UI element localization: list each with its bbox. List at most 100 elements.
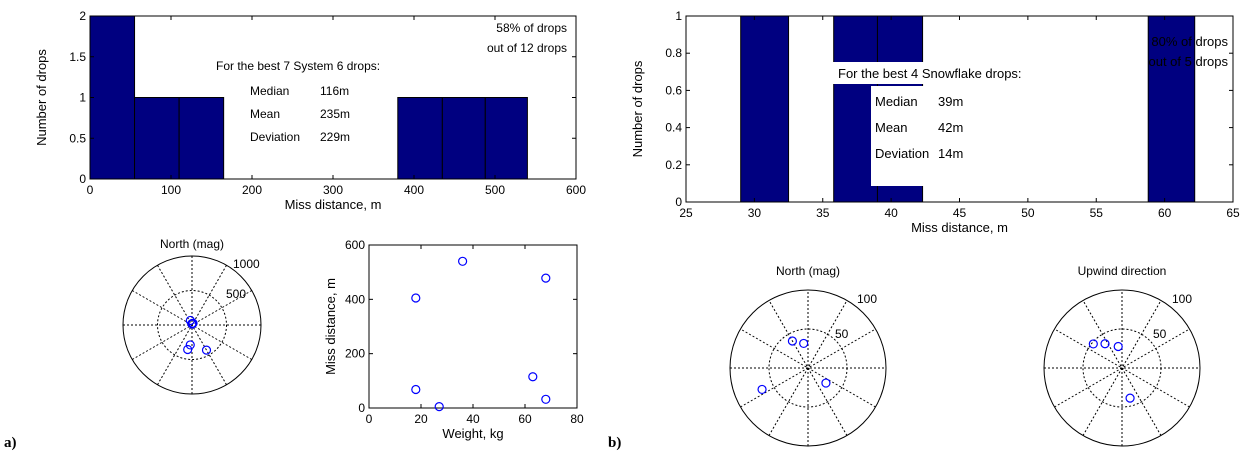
y-tick-label-3: 0.6 <box>665 83 682 97</box>
x-tick-label-3: 300 <box>323 183 343 197</box>
histogram-bar-4 <box>441 97 486 180</box>
polar-point-2 <box>757 384 767 395</box>
histogram-bar-0 <box>740 15 790 203</box>
polar-title: North (mag) <box>160 237 224 251</box>
x-tick-label-1: 100 <box>161 183 181 197</box>
scatter-point-6 <box>541 394 551 404</box>
polar-point-3 <box>188 318 198 328</box>
polar-point-3 <box>821 378 831 388</box>
scatter-point-3 <box>458 256 468 266</box>
x-tick-label-3: 60 <box>518 412 532 426</box>
x-tick-label-8: 65 <box>1226 206 1240 220</box>
y-tick-label-1: 0.5 <box>69 131 86 145</box>
y-tick-label-3: 600 <box>345 238 365 252</box>
y-tick-label-4: 2 <box>79 9 86 23</box>
stats-label-median: Median <box>875 94 918 109</box>
x-tick-label-3: 40 <box>884 206 898 220</box>
y-tick-label-2: 0.4 <box>665 121 682 135</box>
scatter-plot-weight-a: 0 20 40 60 80 0 200 400 600 Weight, kg Miss distan… <box>323 238 584 441</box>
polar-title: Upwind direction <box>1078 264 1167 278</box>
percentage-note-line-1: out of 5 drops <box>1149 54 1229 69</box>
stats-background-0 <box>832 62 1037 84</box>
scatter-point-5 <box>541 273 551 283</box>
y-tick-label-0: 0 <box>675 195 682 209</box>
x-tick-label-6: 600 <box>566 183 586 197</box>
polar-point-0 <box>787 336 798 346</box>
y-axis-label: Number of drops <box>34 49 49 146</box>
scatter-point-2 <box>434 402 444 412</box>
y-tick-label-1: 0.2 <box>665 158 682 172</box>
polar-spoke-150 <box>740 328 876 408</box>
x-tick-label-1: 30 <box>748 206 762 220</box>
stats-value-median: 116m <box>320 84 349 98</box>
y-tick-label-0: 0 <box>79 172 86 186</box>
stats-title: For the best 7 System 6 drops: <box>216 59 380 73</box>
polar-ring-label-0: 50 <box>1153 327 1167 341</box>
stats-value-mean: 42m <box>938 120 963 135</box>
stats-label-deviation: Deviation <box>250 130 300 144</box>
y-tick-label-2: 1 <box>79 91 86 105</box>
x-axis-label: Weight, kg <box>442 426 503 441</box>
polar-ring-label-1: 100 <box>857 292 877 306</box>
y-tick-label-5: 1 <box>675 9 682 23</box>
polar-point-1 <box>799 338 809 349</box>
percentage-note-line-1: out of 12 drops <box>487 41 567 55</box>
y-tick-label-1: 200 <box>345 347 365 361</box>
x-tick-label-0: 0 <box>87 183 94 197</box>
stats-label-median: Median <box>250 84 289 98</box>
stats-label-mean: Mean <box>250 107 280 121</box>
histogram-bar-2 <box>178 97 225 180</box>
histogram-bar-5 <box>484 97 528 180</box>
axes-frame <box>368 244 578 409</box>
stats-title: For the best 4 Snowflake drops: <box>838 66 1022 81</box>
y-tick-label-2: 400 <box>345 292 365 306</box>
scatter-point-4 <box>528 372 538 382</box>
polar-point-5 <box>183 344 193 355</box>
x-tick-label-1: 20 <box>414 412 428 426</box>
stats-value-deviation: 14m <box>938 146 963 161</box>
polar-plot-upwind-b: Upwind direction 50 100 <box>1043 264 1201 447</box>
polar-plot-north-a: North (mag) 500 1000 <box>122 237 262 395</box>
polar-point-6 <box>201 345 212 355</box>
percentage-note-line-0: 58% of drops <box>496 21 567 35</box>
stats-label-deviation: Deviation <box>875 146 929 161</box>
stats-label-mean: Mean <box>875 120 908 135</box>
y-axis-label: Number of drops <box>630 60 645 157</box>
polar-plot-north-b: North (mag) 50 100 <box>729 264 887 447</box>
stats-value-mean: 235m <box>320 107 350 121</box>
polar-inner-ring <box>157 290 227 360</box>
polar-title: North (mag) <box>776 264 840 278</box>
y-axis-label: Miss distance, m <box>323 278 338 375</box>
histogram-bar-1 <box>134 97 180 180</box>
polar-point-2 <box>187 319 197 329</box>
panel-label-a: a) <box>4 435 17 451</box>
x-tick-label-6: 55 <box>1090 206 1104 220</box>
x-tick-label-2: 40 <box>466 412 480 426</box>
scatter-point-0 <box>411 293 421 303</box>
x-axis-label: Miss distance, m <box>285 197 382 212</box>
polar-ring-label-1: 1000 <box>233 257 260 271</box>
polar-point-1 <box>1100 339 1110 349</box>
x-tick-label-4: 80 <box>570 412 584 426</box>
histogram-bar-3 <box>1147 15 1196 203</box>
panel-label-b: b) <box>608 435 621 451</box>
polar-ring-label-0: 50 <box>835 327 849 341</box>
x-tick-label-4: 45 <box>953 206 967 220</box>
histogram-b: For the best 4 Snowflake drops: Median 39m… <box>630 9 1240 235</box>
x-tick-label-0: 25 <box>679 206 693 220</box>
y-tick-label-4: 0.8 <box>665 46 682 60</box>
stats-background-1 <box>871 86 941 186</box>
polar-point-0 <box>1088 339 1098 349</box>
x-tick-label-0: 0 <box>366 412 373 426</box>
x-tick-label-5: 500 <box>485 183 505 197</box>
x-tick-label-2: 35 <box>816 206 830 220</box>
histogram-bar-3 <box>397 97 443 180</box>
scatter-point-1 <box>411 384 421 395</box>
percentage-note-line-0: 80% of drops <box>1151 34 1228 49</box>
polar-point-2 <box>1113 341 1123 352</box>
histogram-a: For the best 7 System 6 drops: Median 116m… <box>34 9 586 212</box>
stats-value-median: 39m <box>938 94 963 109</box>
histogram-bar-0 <box>89 15 136 180</box>
polar-ring-label-1: 100 <box>1172 292 1192 306</box>
